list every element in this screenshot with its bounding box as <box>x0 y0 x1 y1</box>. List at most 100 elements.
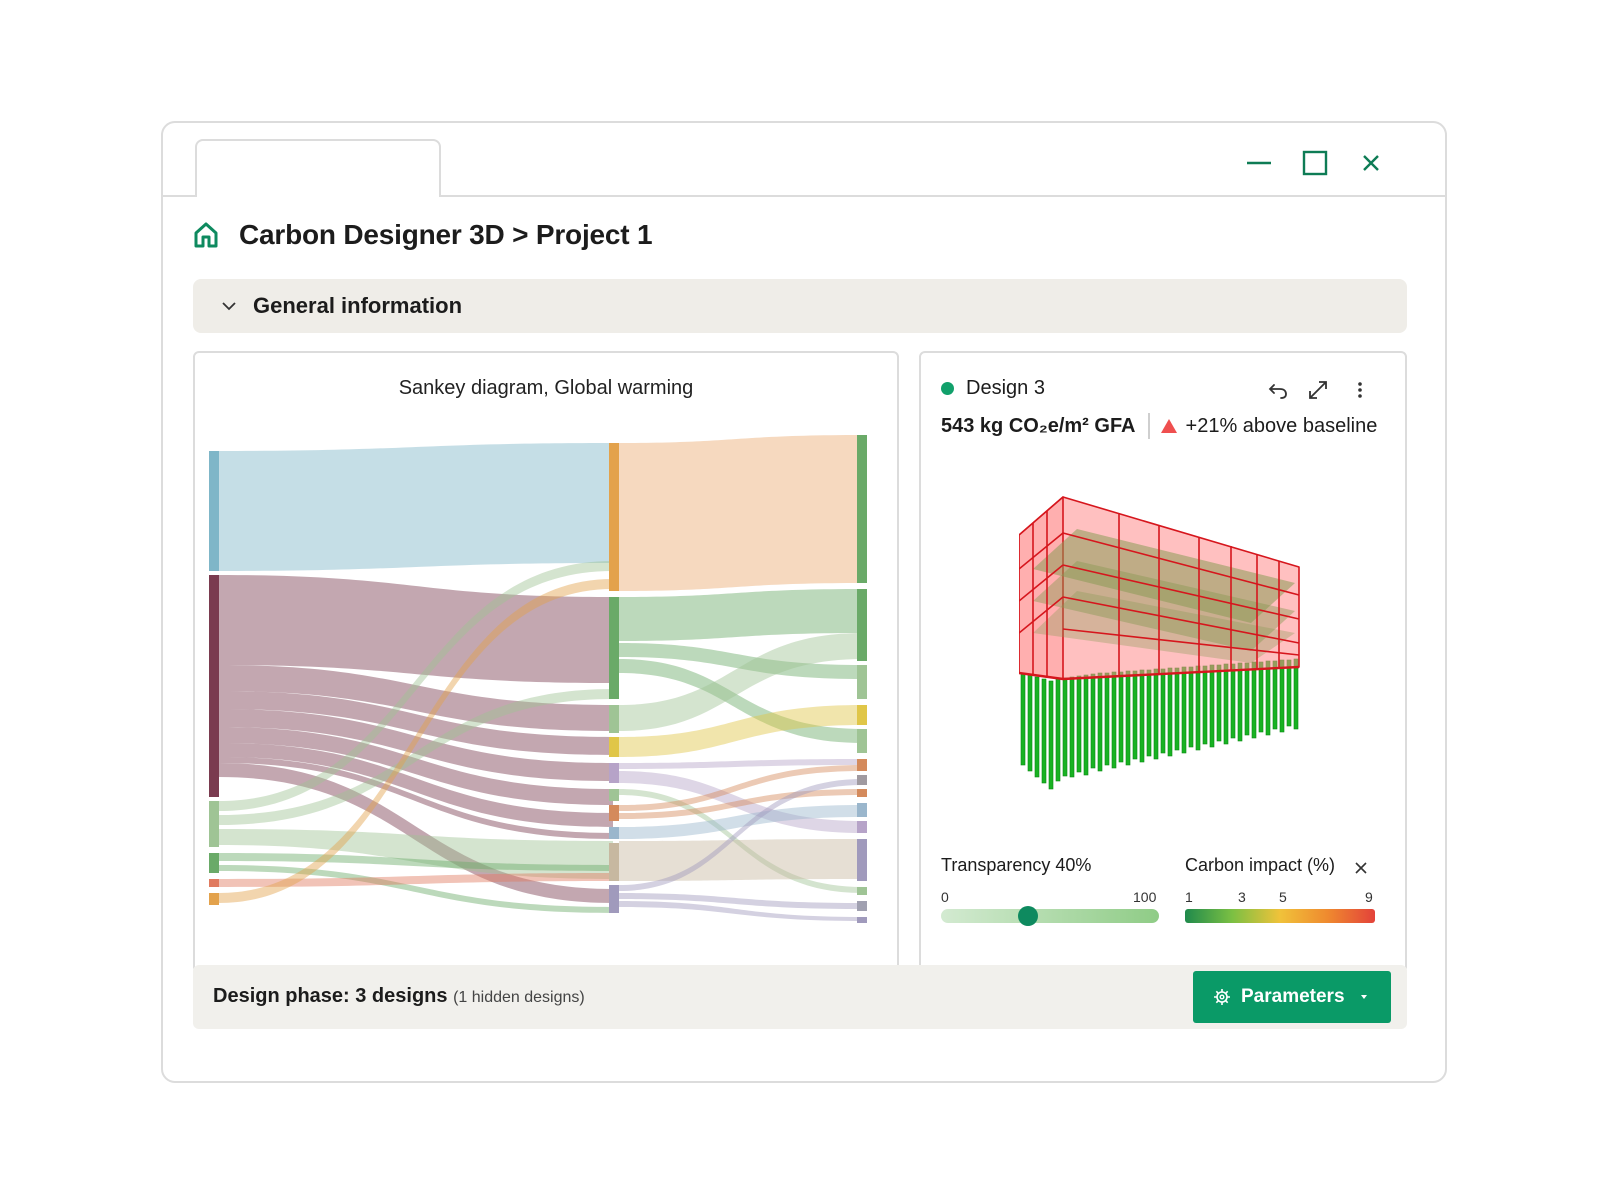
sankey-link <box>619 805 863 839</box>
sankey-node <box>857 789 867 797</box>
sankey-node <box>209 879 219 887</box>
sankey-node <box>209 575 219 797</box>
hidden-designs-note: (1 hidden designs) <box>453 989 585 1006</box>
design-phase-label: Design phase: 3 designs <box>213 985 448 1007</box>
maximize-button[interactable] <box>1297 145 1333 181</box>
sankey-node <box>857 821 867 833</box>
carbon-impact-label: Carbon impact (%) <box>1185 855 1336 875</box>
baseline-comparison: +21% above baseline <box>1185 414 1378 437</box>
transparency-slider[interactable] <box>941 906 1159 926</box>
sankey-node <box>857 839 867 881</box>
sankey-node <box>609 885 619 913</box>
slider-min-label: 0 <box>941 889 949 905</box>
slider-thumb[interactable] <box>1018 906 1039 926</box>
sankey-link <box>219 561 613 811</box>
sankey-node <box>857 705 867 725</box>
more-options-button[interactable] <box>1347 377 1373 403</box>
sankey-link <box>219 757 613 839</box>
sankey-node <box>857 803 867 817</box>
design-header: Design 3 <box>941 377 1045 400</box>
sankey-node <box>609 443 619 591</box>
design-name: Design 3 <box>966 377 1045 399</box>
scale-tick: 3 <box>1238 889 1246 905</box>
sankey-node <box>609 737 619 757</box>
sankey-link <box>219 443 613 571</box>
design-panel: Design 3 543 kg CO₂e/m² GFA +21% above b… <box>919 351 1407 973</box>
sankey-link <box>619 659 863 743</box>
sankey-node <box>857 887 867 895</box>
sankey-link <box>619 643 863 679</box>
sankey-node <box>609 705 619 733</box>
sankey-link <box>219 579 613 903</box>
home-icon[interactable] <box>193 221 219 249</box>
tab-strip <box>163 123 1445 197</box>
gear-icon <box>1214 989 1230 1005</box>
sankey-node <box>609 827 619 839</box>
scale-tick: 1 <box>1185 889 1193 905</box>
sankey-link <box>219 865 613 913</box>
expand-icon <box>1309 381 1327 399</box>
metric-row: 543 kg CO₂e/m² GFA +21% above baseline <box>941 413 1377 439</box>
carbon-metric: 543 kg CO₂e/m² GFA <box>941 414 1136 437</box>
parameters-button[interactable]: Parameters <box>1193 971 1391 1023</box>
sankey-link <box>219 691 613 755</box>
more-vertical-icon <box>1358 382 1362 398</box>
expand-button[interactable] <box>1305 377 1331 403</box>
sankey-node <box>857 759 867 771</box>
sankey-node <box>857 729 867 753</box>
sankey-panel: Sankey diagram, Global warming <box>193 351 899 973</box>
sankey-node <box>209 893 219 905</box>
scale-tick: 9 <box>1365 889 1373 905</box>
sankey-link <box>619 633 863 731</box>
design-phase-bar: Design phase: 3 designs (1 hidden design… <box>193 965 1407 1029</box>
sankey-node <box>209 451 219 571</box>
warning-triangle-icon <box>1160 418 1178 434</box>
sankey-link <box>619 839 863 881</box>
design-status-dot <box>941 382 954 395</box>
section-title: General information <box>253 293 463 318</box>
sankey-node <box>857 665 867 699</box>
close-button[interactable] <box>1353 145 1389 181</box>
sankey-node <box>609 789 619 801</box>
sankey-link <box>219 665 613 731</box>
undo-button[interactable] <box>1265 377 1291 403</box>
sankey-node <box>209 801 219 847</box>
parameters-label: Parameters <box>1241 986 1345 1007</box>
sankey-node <box>609 597 619 699</box>
sankey-link <box>619 789 863 819</box>
sankey-link <box>219 743 613 827</box>
sankey-link <box>219 853 613 871</box>
sankey-link <box>219 727 613 805</box>
chevron-down-icon <box>222 302 236 311</box>
app-window: Carbon Designer 3D > Project 1 General i… <box>161 121 1447 1083</box>
sankey-node <box>857 901 867 911</box>
general-information-toggle[interactable]: General information <box>193 279 1407 333</box>
sankey-node <box>857 435 867 583</box>
minimize-icon <box>1247 161 1271 165</box>
sankey-link <box>619 589 863 641</box>
sankey-link <box>619 435 863 591</box>
carbon-impact-scale <box>1185 909 1375 923</box>
maximize-icon <box>1302 150 1328 176</box>
slider-max-label: 100 <box>1133 889 1157 905</box>
design-phase-text: Design phase: 3 designs (1 hidden design… <box>213 985 585 1008</box>
transparency-label: Transparency 40% <box>941 855 1092 875</box>
sankey-node <box>609 763 619 783</box>
minimize-button[interactable] <box>1241 145 1277 181</box>
close-icon[interactable] <box>1350 857 1372 879</box>
sankey-link <box>619 759 863 769</box>
sankey-title: Sankey diagram, Global warming <box>398 377 694 399</box>
sankey-node <box>857 917 867 923</box>
breadcrumb: Carbon Designer 3D > Project 1 <box>193 215 653 255</box>
building-3d-model[interactable] <box>1019 493 1309 823</box>
browser-tab[interactable] <box>195 139 441 197</box>
building-volume <box>1019 496 1300 681</box>
sankey-link <box>619 765 863 811</box>
sankey-link <box>619 893 863 909</box>
sankey-node <box>209 853 219 873</box>
divider <box>1147 413 1150 439</box>
sankey-link <box>619 901 863 921</box>
close-icon <box>1363 155 1379 171</box>
sankey-node <box>609 843 619 881</box>
sankey-link <box>619 705 863 757</box>
